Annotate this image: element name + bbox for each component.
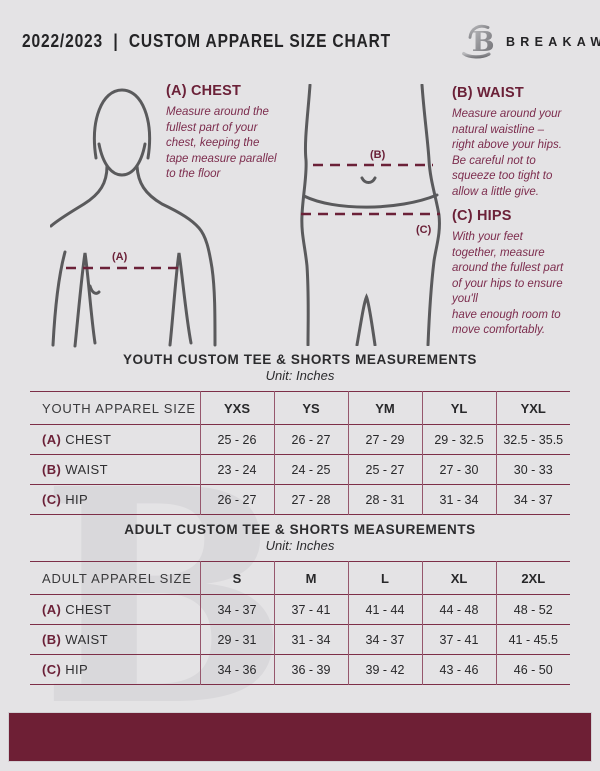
column-header: S bbox=[199, 561, 274, 595]
hips-guide-heading: (C) HIPS bbox=[452, 208, 512, 224]
size-cell: 44 - 48 bbox=[421, 594, 496, 625]
hips-guide-text: With your feet together, measure around … bbox=[452, 231, 564, 336]
size-cell: 34 - 37 bbox=[199, 594, 274, 625]
youth-section-title: YOUTH CUSTOM TEE & SHORTS MEASUREMENTS bbox=[122, 352, 478, 367]
waist-marker-label: (B) bbox=[370, 149, 386, 161]
table-row: (A) CHEST 25 - 26 26 - 27 27 - 29 29 - 32… bbox=[30, 424, 570, 455]
size-cell: 46 - 50 bbox=[495, 654, 570, 685]
size-cell: 25 - 26 bbox=[199, 424, 274, 455]
adult-section-unit: Unit: Inches bbox=[265, 538, 335, 553]
size-cell: 28 - 31 bbox=[347, 484, 422, 515]
chest-guide-heading: (A) CHEST bbox=[166, 83, 242, 99]
table-row: (C) HIP 26 - 27 27 - 28 28 - 31 31 - 34 3… bbox=[30, 484, 570, 515]
breakaway-logo-icon: B bbox=[462, 24, 495, 59]
page-title: 2022/2023 | CUSTOM APPAREL SIZE CHART bbox=[22, 30, 392, 51]
size-cell: 48 - 52 bbox=[495, 594, 570, 625]
table-header-row: ADULT APPAREL SIZE S M L XL 2XL bbox=[30, 561, 570, 595]
column-header: YL bbox=[421, 391, 496, 425]
measurement-diagram: (A) (B) (C) (A) CHEST Measure around the… bbox=[0, 80, 600, 352]
upper-body-figure: (A) bbox=[50, 88, 217, 348]
row-label-chest: (A) CHEST bbox=[42, 602, 112, 617]
size-cell: 30 - 33 bbox=[495, 454, 570, 485]
size-cell: 27 - 30 bbox=[421, 454, 496, 485]
table-header-row: YOUTH APPAREL SIZE YXS YS YM YL YXL bbox=[30, 391, 570, 425]
youth-size-label-header: YOUTH APPAREL SIZE bbox=[42, 400, 196, 416]
table-row: (B) WAIST 23 - 24 24 - 25 25 - 27 27 - 30… bbox=[30, 454, 570, 485]
size-cell: 43 - 46 bbox=[421, 654, 496, 685]
table-row: (B) WAIST 29 - 31 31 - 34 34 - 37 37 - 41… bbox=[30, 624, 570, 655]
size-cell: 27 - 29 bbox=[347, 424, 422, 455]
page-header: 2022/2023 | CUSTOM APPAREL SIZE CHART B … bbox=[22, 22, 600, 60]
hips-marker-label: (C) bbox=[416, 224, 432, 236]
size-cell: 25 - 27 bbox=[347, 454, 422, 485]
chest-guide-text: Measure around the fullest part of your … bbox=[166, 106, 277, 180]
size-cell: 26 - 27 bbox=[199, 484, 274, 515]
size-cell: 23 - 24 bbox=[199, 454, 274, 485]
footer-bar bbox=[8, 712, 592, 762]
youth-section: YOUTH CUSTOM TEE & SHORTS MEASUREMENTS U… bbox=[0, 352, 600, 515]
size-cell: 31 - 34 bbox=[421, 484, 496, 515]
adult-section: ADULT CUSTOM TEE & SHORTS MEASUREMENTS U… bbox=[0, 522, 600, 685]
column-header: 2XL bbox=[495, 561, 570, 595]
hips-guide: (C) HIPS With your feet together, measur… bbox=[452, 208, 592, 339]
column-header: YXS bbox=[199, 391, 274, 425]
row-label-waist: (B) WAIST bbox=[42, 632, 108, 647]
size-cell: 29 - 32.5 bbox=[421, 424, 496, 455]
column-header: L bbox=[347, 561, 422, 595]
column-header: XL bbox=[421, 561, 496, 595]
column-header: M bbox=[273, 561, 348, 595]
youth-section-unit: Unit: Inches bbox=[265, 368, 335, 383]
size-cell: 41 - 44 bbox=[347, 594, 422, 625]
size-cell: 34 - 37 bbox=[347, 624, 422, 655]
row-label-chest: (A) CHEST bbox=[42, 432, 112, 447]
waist-guide-text: Measure around your natural waistline – … bbox=[452, 108, 562, 198]
table-row: (A) CHEST 34 - 37 37 - 41 41 - 44 44 - 48… bbox=[30, 594, 570, 625]
lower-body-figure: (B) (C) bbox=[300, 84, 441, 346]
chest-marker-label: (A) bbox=[112, 251, 128, 263]
size-cell: 29 - 31 bbox=[199, 624, 274, 655]
brand-wordmark: BREAKAWAY bbox=[506, 33, 600, 49]
size-cell: 37 - 41 bbox=[273, 594, 348, 625]
size-cell: 34 - 37 bbox=[495, 484, 570, 515]
size-cell: 32.5 - 35.5 bbox=[495, 424, 570, 455]
waist-guide: (B) WAIST Measure around your natural wa… bbox=[452, 85, 586, 200]
size-cell: 36 - 39 bbox=[273, 654, 348, 685]
row-label-hip: (C) HIP bbox=[42, 492, 89, 507]
adult-section-title: ADULT CUSTOM TEE & SHORTS MEASUREMENTS bbox=[124, 522, 476, 537]
column-header: YS bbox=[273, 391, 348, 425]
chest-guide: (A) CHEST Measure around the fullest par… bbox=[166, 83, 330, 183]
waist-guide-heading: (B) WAIST bbox=[452, 85, 524, 101]
adult-size-label-header: ADULT APPAREL SIZE bbox=[42, 570, 192, 586]
brand-block: B BREAKAWAY bbox=[461, 21, 600, 61]
size-cell: 39 - 42 bbox=[347, 654, 422, 685]
column-header: YM bbox=[347, 391, 422, 425]
row-label-waist: (B) WAIST bbox=[42, 462, 108, 477]
size-cell: 37 - 41 bbox=[421, 624, 496, 655]
column-header: YXL bbox=[495, 391, 570, 425]
size-cell: 31 - 34 bbox=[273, 624, 348, 655]
youth-size-table: YOUTH APPAREL SIZE YXS YS YM YL YXL (A) C… bbox=[30, 391, 570, 515]
table-row: (C) HIP 34 - 36 36 - 39 39 - 42 43 - 46 4… bbox=[30, 654, 570, 685]
svg-text:B: B bbox=[472, 27, 495, 58]
size-cell: 41 - 45.5 bbox=[495, 624, 570, 655]
size-cell: 27 - 28 bbox=[273, 484, 348, 515]
size-cell: 34 - 36 bbox=[199, 654, 274, 685]
adult-size-table: ADULT APPAREL SIZE S M L XL 2XL (A) CHEST… bbox=[30, 561, 570, 685]
row-label-hip: (C) HIP bbox=[42, 662, 89, 677]
size-cell: 26 - 27 bbox=[273, 424, 348, 455]
size-cell: 24 - 25 bbox=[273, 454, 348, 485]
